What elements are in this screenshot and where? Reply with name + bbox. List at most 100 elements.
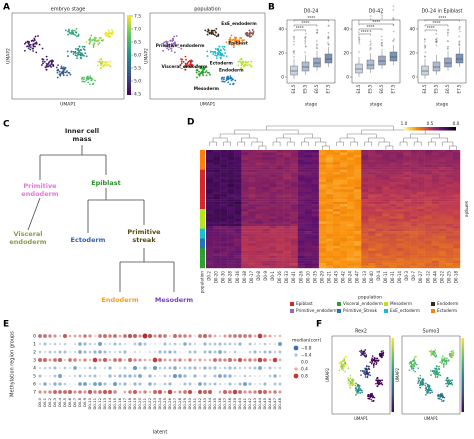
dot [38,334,42,338]
cell-dot [185,65,188,68]
dot [183,342,187,346]
cell-dot [361,391,364,394]
heatmap-cell [325,260,334,264]
heatmap-cell [304,184,313,188]
heatmap-cell [304,233,313,237]
row-annotation [200,177,205,180]
cell-dot [66,50,69,53]
heatmap-cell [318,177,327,180]
tree-edge [27,197,41,231]
heatmap-cell [227,201,235,205]
heatmap-cell [410,184,418,188]
heatmap-cell [389,201,397,205]
heatmap-cell [333,169,341,173]
dot [168,334,172,338]
label: UMAP1 [60,102,76,108]
heatmap-cell [318,186,327,190]
dot [248,374,252,378]
row-annotation [200,238,205,242]
heatmap-cell [424,172,432,175]
cell-dot [443,357,446,359]
heatmap-cell [389,255,397,259]
dot [264,375,266,377]
dot [243,390,247,394]
heatmap-cell [262,162,270,165]
dot [103,350,107,354]
dot [263,366,267,370]
heatmap-cell [234,236,242,239]
tree-node: Endoderm [101,296,138,304]
heatmap-cell [262,221,270,224]
cell-dot [375,382,377,385]
cell-dot [233,42,236,45]
heatmap-cell [361,265,369,269]
cell-dot [412,365,415,368]
heatmap-cell [438,245,447,249]
heatmap-cell [276,164,284,168]
cell-dot [67,28,70,31]
heatmap-cell [431,174,440,178]
heatmap-cell [410,236,418,239]
heatmap-cell [248,218,256,222]
dot [83,342,87,346]
dot [163,358,167,362]
dot [63,350,67,354]
heatmap-cell [368,260,376,264]
panel-letter: B [268,3,275,13]
heatmap-cell [206,213,214,217]
dot [243,366,247,370]
box [378,55,386,66]
row-annotation [200,206,205,210]
cell-dot [225,41,228,44]
heatmap-cell [276,258,284,261]
dot [38,374,42,378]
heatmap-cell [438,159,447,163]
cell-dot [26,45,28,48]
heatmap-cell [220,177,228,180]
colorbar-label: 0.5 [427,121,434,126]
heatmap-cell [234,162,242,165]
heatmap-cell [354,213,362,217]
dot [73,358,77,362]
box [355,63,363,74]
heatmap-cell [234,240,242,244]
heatmap-cell [248,199,256,202]
heatmap-cell [375,194,383,197]
tree-node: endoderm [21,190,58,198]
heatmap-cell [445,157,454,161]
dot [194,383,196,385]
cell-dot [81,45,84,48]
heatmap-cell [248,196,256,200]
heatmap-cell [396,174,404,178]
heatmap-cell [403,181,411,185]
dot [98,350,102,354]
cell-dot [217,35,220,37]
outlier [370,42,372,45]
dot [108,358,112,362]
dot [228,390,232,394]
outlier [327,43,330,46]
heatmap-cell [269,250,277,254]
dot [78,358,82,362]
heatmap-cell [382,243,390,247]
heatmap-cell [403,231,411,234]
heatmap-cell [311,204,320,207]
heatmap-cell [283,260,291,264]
axis-label: UMAP1 [424,416,439,421]
cell-dot [228,42,231,45]
cell-dot [365,354,368,356]
heatmap-cell [375,238,383,242]
dot [138,366,142,370]
outlier [292,51,295,53]
column-label: D0-33 [284,271,289,284]
dot [274,343,276,345]
heatmap-cell [283,245,291,249]
cell-dot [428,385,430,388]
heatmap-cell [325,228,334,232]
cell-dot [441,355,444,357]
heatmap-cell [452,201,461,205]
x-axis-label: stage [436,102,449,108]
heatmap-cell [276,154,284,158]
heatmap-cell [396,260,404,264]
cell-dot [371,355,374,357]
